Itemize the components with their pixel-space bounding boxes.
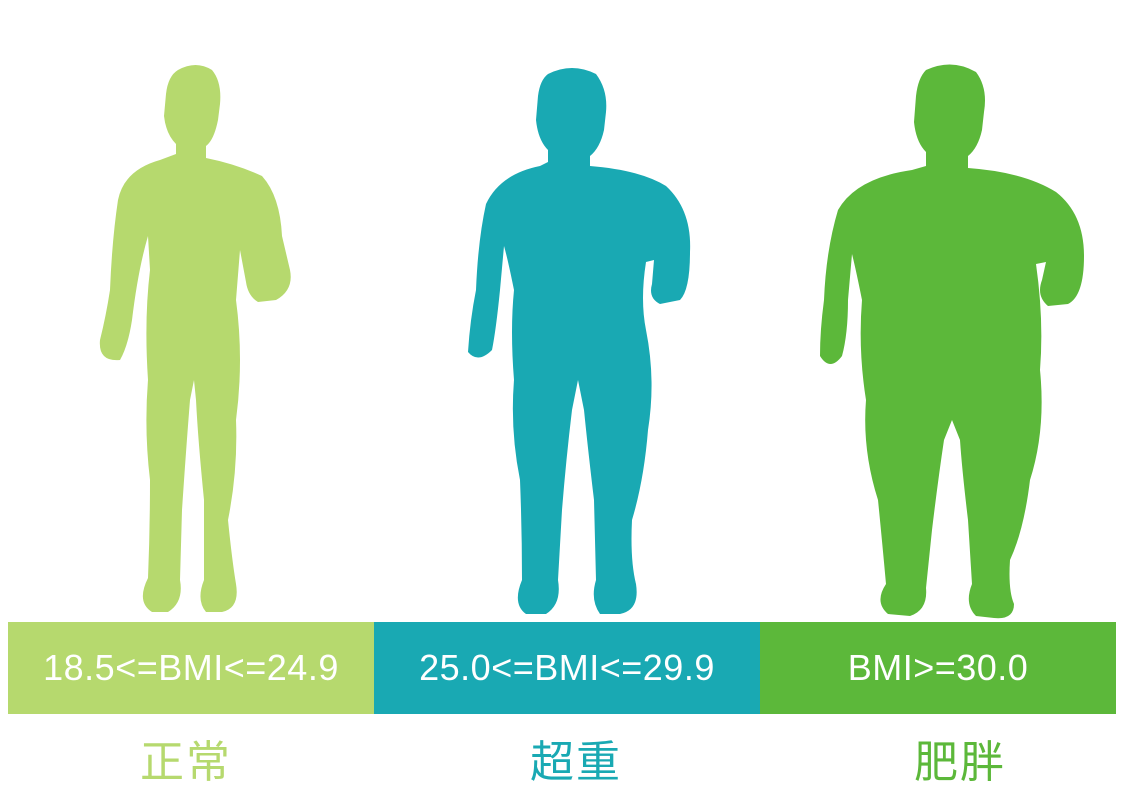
bmi-range-obese: BMI>=30.0: [760, 622, 1116, 714]
overweight-body-silhouette: [468, 68, 691, 614]
bmi-range-overweight: 25.0<=BMI<=29.9: [374, 622, 760, 714]
normal-body-silhouette: [99, 65, 291, 612]
bmi-range-normal: 18.5<=BMI<=24.9: [8, 622, 374, 714]
body-silhouettes: [99, 64, 1084, 619]
category-label-normal: 正常: [140, 737, 232, 788]
category-label-obese: 肥胖: [914, 737, 1006, 788]
bmi-range-obese-text: BMI>=30.0: [847, 647, 1029, 688]
bmi-range-normal-text: 18.5<=BMI<=24.9: [43, 647, 339, 688]
obese-body-silhouette: [820, 64, 1084, 619]
category-label-overweight: 超重: [530, 737, 622, 788]
bmi-range-overweight-text: 25.0<=BMI<=29.9: [419, 647, 715, 688]
